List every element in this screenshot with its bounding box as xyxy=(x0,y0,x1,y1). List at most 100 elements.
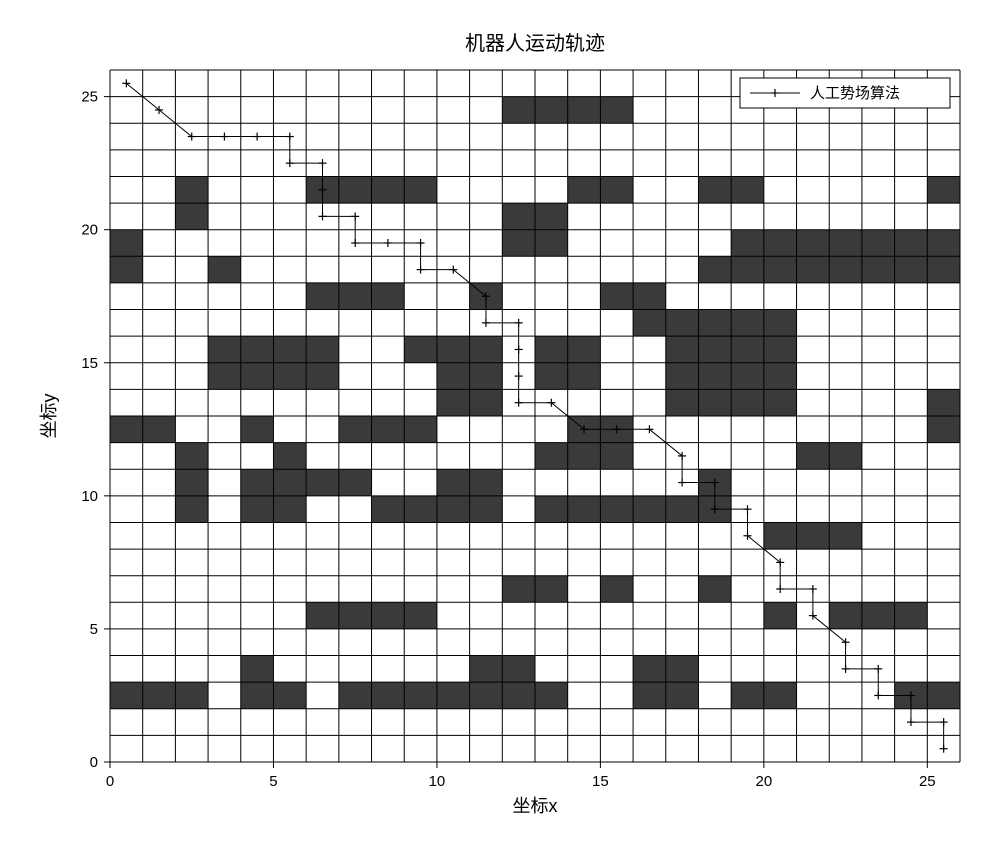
obstacle-cell xyxy=(633,656,666,683)
obstacle-cell xyxy=(731,363,764,390)
obstacle-cell xyxy=(633,682,666,709)
obstacle-cell xyxy=(208,256,241,283)
obstacle-cell xyxy=(535,230,568,257)
obstacle-cell xyxy=(502,203,535,230)
obstacle-cell xyxy=(437,336,470,363)
obstacle-cell xyxy=(600,496,633,523)
obstacle-cell xyxy=(535,443,568,470)
obstacle-cell xyxy=(437,496,470,523)
obstacle-cell xyxy=(208,363,241,390)
obstacle-cell xyxy=(829,522,862,549)
obstacle-cell xyxy=(372,682,405,709)
obstacle-cell xyxy=(666,336,699,363)
obstacle-cell xyxy=(273,363,306,390)
obstacle-cell xyxy=(764,336,797,363)
obstacle-cell xyxy=(404,682,437,709)
obstacle-cell xyxy=(404,416,437,443)
obstacle-cell xyxy=(829,230,862,257)
obstacle-cell xyxy=(273,496,306,523)
obstacle-cell xyxy=(666,682,699,709)
obstacle-cell xyxy=(241,336,274,363)
ytick-label: 25 xyxy=(81,89,98,106)
obstacle-cell xyxy=(535,363,568,390)
xtick-label: 20 xyxy=(756,773,773,790)
obstacle-cell xyxy=(633,310,666,337)
obstacle-cell xyxy=(698,363,731,390)
obstacle-cell xyxy=(535,203,568,230)
obstacle-cell xyxy=(110,682,143,709)
legend: 人工势场算法 xyxy=(740,78,950,108)
obstacle-cell xyxy=(470,682,503,709)
obstacle-cell xyxy=(273,469,306,496)
obstacle-cell xyxy=(372,496,405,523)
obstacle-cell xyxy=(568,363,601,390)
obstacle-cell xyxy=(764,682,797,709)
obstacle-cell xyxy=(437,363,470,390)
obstacle-cell xyxy=(208,336,241,363)
xtick-label: 5 xyxy=(269,773,277,790)
obstacle-cell xyxy=(470,336,503,363)
ytick-label: 15 xyxy=(81,355,98,372)
obstacle-cell xyxy=(764,522,797,549)
chart-svg: 05101520250510152025坐标x坐标y机器人运动轨迹人工势场算法 xyxy=(20,20,980,832)
obstacle-cell xyxy=(764,310,797,337)
obstacle-cell xyxy=(568,443,601,470)
obstacle-cell xyxy=(470,496,503,523)
obstacle-cell xyxy=(143,416,176,443)
obstacle-cell xyxy=(306,363,339,390)
obstacle-cell xyxy=(437,469,470,496)
obstacle-cell xyxy=(470,656,503,683)
obstacle-cell xyxy=(241,469,274,496)
obstacle-cell xyxy=(175,203,208,230)
obstacle-cell xyxy=(535,496,568,523)
obstacle-cell xyxy=(600,283,633,310)
obstacle-cell xyxy=(927,416,960,443)
obstacle-cell xyxy=(862,256,895,283)
obstacle-cell xyxy=(306,602,339,629)
obstacle-cell xyxy=(110,256,143,283)
obstacle-cell xyxy=(241,682,274,709)
obstacle-cell xyxy=(339,416,372,443)
obstacle-cell xyxy=(273,443,306,470)
obstacle-cell xyxy=(372,602,405,629)
obstacle-cell xyxy=(633,496,666,523)
obstacle-cell xyxy=(339,469,372,496)
obstacle-cell xyxy=(437,682,470,709)
obstacle-cell xyxy=(927,176,960,203)
obstacle-cell xyxy=(895,602,928,629)
obstacle-cell xyxy=(339,176,372,203)
obstacle-cell xyxy=(404,602,437,629)
chart-container: 05101520250510152025坐标x坐标y机器人运动轨迹人工势场算法 xyxy=(20,20,980,832)
obstacle-cell xyxy=(175,682,208,709)
ytick-label: 5 xyxy=(90,621,98,638)
obstacle-cell xyxy=(535,336,568,363)
xtick-label: 15 xyxy=(592,773,609,790)
obstacle-cell xyxy=(797,443,830,470)
obstacle-cell xyxy=(666,496,699,523)
obstacle-cell xyxy=(306,336,339,363)
obstacle-cell xyxy=(600,576,633,603)
obstacle-cell xyxy=(764,389,797,416)
obstacle-cell xyxy=(731,256,764,283)
obstacle-cell xyxy=(273,682,306,709)
obstacle-cell xyxy=(764,256,797,283)
obstacle-cell xyxy=(764,363,797,390)
obstacle-cell xyxy=(862,230,895,257)
obstacle-cell xyxy=(895,256,928,283)
obstacle-cell xyxy=(470,363,503,390)
obstacle-cell xyxy=(568,496,601,523)
obstacle-cell xyxy=(241,496,274,523)
obstacle-cell xyxy=(535,97,568,124)
ytick-label: 0 xyxy=(90,754,98,771)
obstacle-cell xyxy=(633,283,666,310)
obstacle-cell xyxy=(698,176,731,203)
obstacle-cell xyxy=(535,576,568,603)
obstacle-cell xyxy=(600,97,633,124)
obstacle-cell xyxy=(698,336,731,363)
obstacle-cell xyxy=(666,389,699,416)
obstacle-cell xyxy=(895,230,928,257)
obstacle-cell xyxy=(110,416,143,443)
obstacle-cell xyxy=(568,336,601,363)
obstacle-cell xyxy=(927,389,960,416)
obstacle-cell xyxy=(175,496,208,523)
